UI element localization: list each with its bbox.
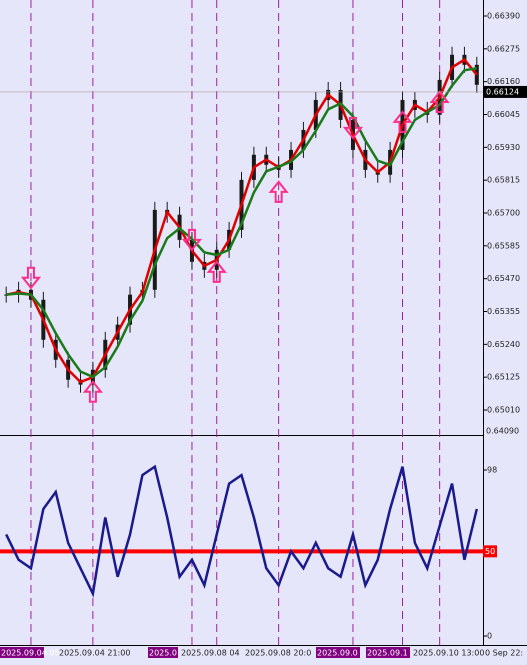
signal-arrow	[20, 266, 42, 290]
current-price-label: 0.66124	[486, 87, 519, 96]
time-label: 2025.0	[149, 649, 177, 658]
y-tick-label: 0.65585	[487, 241, 520, 250]
time-label: 2025.09.1	[367, 649, 408, 658]
time-label: 2025.09.08 20:0	[245, 649, 311, 658]
y-tick-label: 0	[487, 632, 492, 641]
oscillator-line	[5, 464, 479, 598]
level-label: 50	[485, 547, 495, 556]
y-tick-label: 0.65930	[487, 143, 520, 152]
y-tick-label: 0.65355	[487, 307, 520, 316]
y-tick-label: 0.65700	[487, 209, 520, 218]
time-label: 2025.09.04 21:00	[59, 649, 130, 658]
time-label: 2025.09.10 13:00	[413, 649, 484, 658]
time-label-highlight	[366, 647, 410, 658]
y-tick-label: 0.65815	[487, 176, 520, 185]
time-label-highlight	[316, 647, 360, 658]
y-tick-label: 0.66275	[487, 44, 520, 53]
y-tick-label: 0.66045	[487, 110, 520, 119]
candle	[474, 64, 479, 85]
signal-arrow	[342, 116, 364, 140]
time-label-highlight	[148, 647, 178, 658]
moving-average	[6, 67, 478, 379]
time-label: 2025.09.08 04	[181, 649, 240, 658]
y-tick-label: 0.65240	[487, 340, 520, 349]
y-tick-label: 0.65470	[487, 274, 520, 283]
y-tick-label: 98	[487, 466, 497, 475]
time-label-highlight	[0, 647, 44, 658]
y-tick-label: 0.64090	[486, 427, 519, 436]
candle	[4, 294, 9, 296]
time-label: 0 Sep 22:	[485, 649, 523, 658]
signal-arrow	[392, 110, 413, 133]
moving-average	[5, 58, 478, 384]
current-price-box	[483, 85, 527, 98]
signal-arrow	[429, 90, 450, 113]
signal-arrow	[82, 380, 103, 403]
signal-arrow	[268, 180, 289, 203]
signal-arrow	[206, 260, 227, 283]
time-label: 2025.09.04 05	[1, 649, 60, 658]
level-box	[483, 545, 497, 558]
time-label: 2025.09.0	[317, 649, 358, 658]
y-tick-label: 0.65125	[487, 373, 520, 382]
y-tick-label: 0.65010	[487, 406, 520, 415]
y-tick-label: 0.66160	[487, 77, 520, 86]
y-tick-label: 0.66390	[487, 11, 520, 20]
signal-arrow	[181, 228, 203, 252]
